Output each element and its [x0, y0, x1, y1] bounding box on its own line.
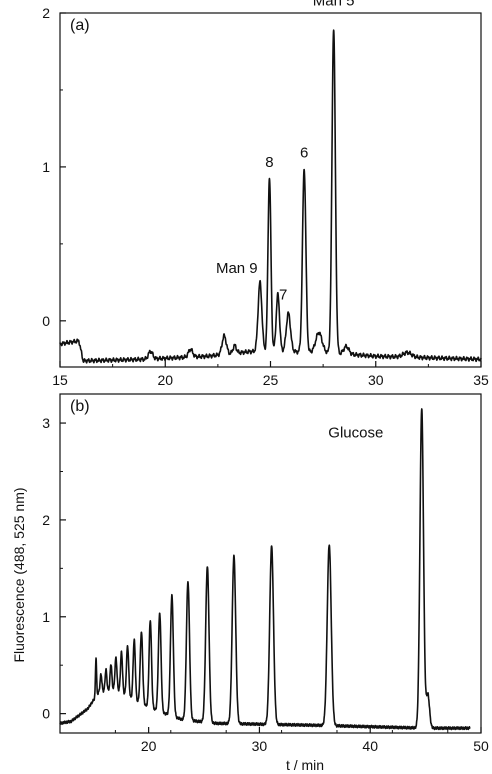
- x-tick-label-a: 15: [52, 372, 68, 388]
- y-tick-label-a: 0: [42, 313, 50, 329]
- x-axis-title: t / min: [286, 757, 324, 773]
- x-tick-label-a: 25: [263, 372, 279, 388]
- peak-label-a: 6: [300, 145, 308, 162]
- x-tick-label-b: 40: [362, 738, 378, 754]
- y-tick-label-b: 3: [42, 415, 50, 431]
- chromatogram-trace-b: [59, 408, 471, 731]
- x-tick-label-b: 30: [252, 738, 268, 754]
- y-tick-label-a: 1: [42, 159, 50, 175]
- y-tick-label-a: 2: [42, 5, 50, 21]
- panel-a: 15 20 25 30 35 0 1 2 (a) Man 5 8 6 Man 9 7: [42, 0, 489, 388]
- panel-label-a: (a): [70, 17, 90, 34]
- x-tick-label-b: 20: [141, 738, 157, 754]
- panel-label-b: (b): [70, 398, 90, 415]
- y-tick-label-b: 2: [42, 512, 50, 528]
- x-tick-label-b: 50: [473, 738, 489, 754]
- peak-label-b: Glucose: [328, 425, 383, 442]
- plot-frame-b: [59, 393, 482, 734]
- x-tick-label-a: 20: [157, 372, 173, 388]
- peak-label-a: 8: [265, 154, 273, 171]
- panel-b: 20 30 40 50 0 1 2 3 (b) Glucose: [42, 393, 489, 754]
- x-tick-label-a: 35: [473, 372, 489, 388]
- y-tick-label-b: 1: [42, 609, 50, 625]
- y-tick-label-b: 0: [42, 706, 50, 722]
- chromatogram-trace-a: [59, 29, 482, 364]
- peak-label-a: 7: [279, 286, 287, 303]
- peak-label-a: Man 5: [313, 0, 355, 9]
- y-axis-title: Fluorescence (488, 525 nm): [11, 487, 27, 662]
- peak-label-a: Man 9: [216, 260, 258, 277]
- x-tick-label-a: 30: [368, 372, 384, 388]
